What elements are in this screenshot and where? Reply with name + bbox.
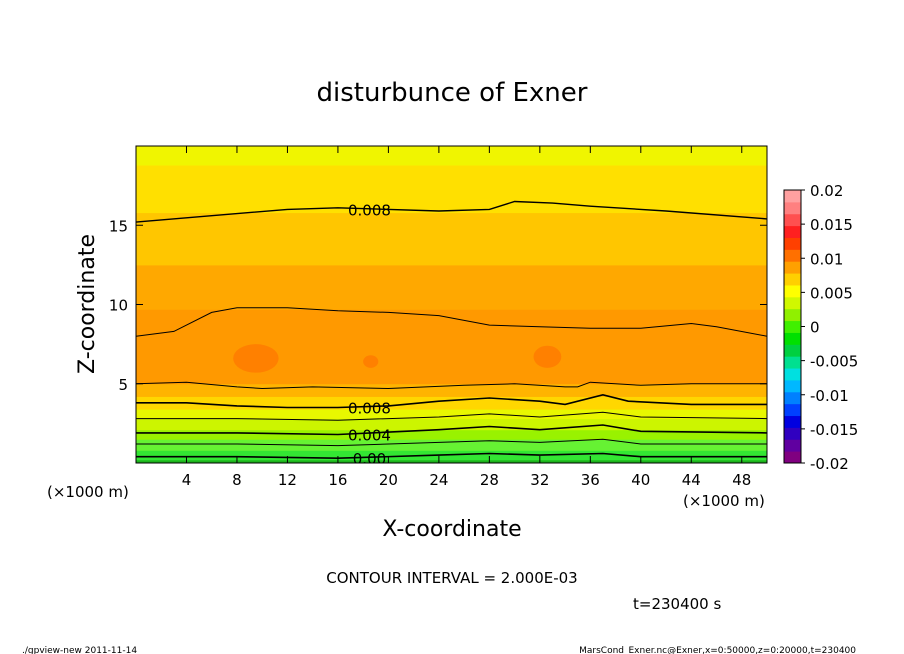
- colorbar-segment-10: [784, 332, 801, 345]
- colorbar-segment-22: [784, 190, 801, 203]
- contour-label-2: 0.004: [348, 426, 391, 444]
- colorbar-segment-11: [784, 320, 801, 333]
- x-tick-label-11: 48: [732, 471, 751, 489]
- colorbar-label-4: 0: [810, 319, 820, 337]
- band-3: [136, 429, 767, 440]
- blob-0: [233, 344, 279, 373]
- band-12: [136, 146, 767, 166]
- color-bands: [136, 146, 767, 463]
- x-tick-label-6: 28: [480, 471, 499, 489]
- colorbar-segment-18: [784, 237, 801, 250]
- colorbar-segment-3: [784, 415, 801, 428]
- x-tick-label-0: 4: [182, 471, 192, 489]
- colorbar-label-2: 0.01: [810, 250, 843, 268]
- plot-area: 0.008 0.008 0.004 0.00: [136, 146, 767, 468]
- footer-right: MarsCond_Exner.nc@Exner,x=0:50000,z=0:20…: [579, 646, 856, 654]
- x-tick-label-4: 20: [379, 471, 398, 489]
- colorbar-segment-15: [784, 273, 801, 286]
- y-axis-label: Z-coordinate: [75, 234, 100, 374]
- colorbar-label-3: 0.005: [810, 284, 853, 302]
- colorbar-label-6: -0.01: [810, 387, 849, 405]
- colorbar: 0.02 0.015 0.01 0.005 0 -0.005 -0.01 -0.015 -0.0…: [783, 182, 858, 473]
- footer-left: ./gpview-new 2011-11-14: [22, 646, 137, 654]
- band-9: [136, 264, 767, 310]
- colorbar-segment-8: [784, 356, 801, 369]
- colorbar-segment-12: [784, 308, 801, 322]
- colorbar-segment-17: [784, 249, 801, 262]
- x-tick-label-5: 24: [429, 471, 448, 489]
- blob-1: [363, 355, 379, 368]
- colorbar-segment-16: [784, 261, 801, 274]
- colorbar-segment-9: [784, 344, 801, 357]
- contour-line-6: [136, 438, 767, 447]
- colorbar-segment-2: [784, 427, 801, 440]
- colorbar-segment-0: [784, 451, 801, 464]
- x-unit-right: (×1000 m): [683, 492, 765, 510]
- contour-line-4: [136, 411, 767, 421]
- colorbar-segment-21: [784, 201, 801, 215]
- colorbar-label-0: 0.02: [810, 182, 843, 200]
- band-5: [136, 409, 767, 420]
- colorbar-segment-1: [784, 439, 801, 452]
- x-tick-label-7: 32: [530, 471, 549, 489]
- contour-interval: CONTOUR INTERVAL = 2.000E-03: [326, 569, 577, 587]
- highlight-regions: [233, 344, 562, 373]
- x-unit-left: (×1000 m): [47, 483, 129, 501]
- x-tick-label-1: 8: [232, 471, 242, 489]
- time-label: t=230400 s: [633, 595, 721, 613]
- band-8: [136, 309, 767, 385]
- colorbar-segment-5: [784, 391, 801, 405]
- colorbar-segment-4: [784, 403, 801, 417]
- contour-line-3: [136, 393, 767, 409]
- band-6: [136, 396, 767, 410]
- contour-label-1: 0.008: [348, 400, 391, 418]
- contour-label-3: 0.00: [353, 450, 386, 468]
- blob-2: [533, 345, 562, 368]
- colorbar-segment-14: [784, 284, 801, 298]
- band-11: [136, 165, 767, 214]
- colorbar-label-1: 0.015: [810, 216, 853, 234]
- chart-title: disturbunce of Exner: [317, 78, 588, 108]
- band-0: [136, 459, 767, 463]
- x-tick-label-10: 44: [682, 471, 701, 489]
- colorbar-segment-20: [784, 213, 801, 227]
- y-ticks: 5 10 15: [109, 217, 767, 394]
- x-tick-label-2: 12: [278, 471, 297, 489]
- colorbar-segment-7: [784, 368, 801, 381]
- contour-line-2: [136, 381, 767, 390]
- contour-line-1: [136, 307, 767, 337]
- band-2: [136, 439, 767, 451]
- y-tick-label-1: 10: [109, 297, 128, 315]
- contour-line-0: [136, 200, 767, 223]
- contour-label-0: 0.008: [348, 201, 391, 219]
- y-tick-label-2: 15: [109, 217, 128, 235]
- colorbar-segment-6: [784, 379, 801, 393]
- colorbar-label-5: -0.005: [810, 353, 858, 371]
- colorbar-segment-13: [784, 296, 801, 310]
- colorbar-label-7: -0.015: [810, 421, 858, 439]
- contour-line-7: [136, 452, 767, 460]
- colorbar-label-8: -0.02: [810, 455, 849, 473]
- contour-lines: [136, 200, 767, 460]
- x-tick-label-3: 16: [328, 471, 347, 489]
- band-4: [136, 418, 767, 431]
- band-10: [136, 212, 767, 266]
- colorbar-segment-19: [784, 225, 801, 238]
- x-tick-label-8: 36: [581, 471, 600, 489]
- contour-line-5: [136, 424, 767, 436]
- x-axis-label: X-coordinate: [382, 517, 521, 542]
- x-ticks: 4 8 12 16 20 24 28 32 36 40 44 48: [182, 146, 751, 489]
- contour-labels: 0.008 0.008 0.004 0.00: [348, 201, 391, 468]
- y-tick-label-0: 5: [118, 376, 128, 394]
- x-tick-label-9: 40: [631, 471, 650, 489]
